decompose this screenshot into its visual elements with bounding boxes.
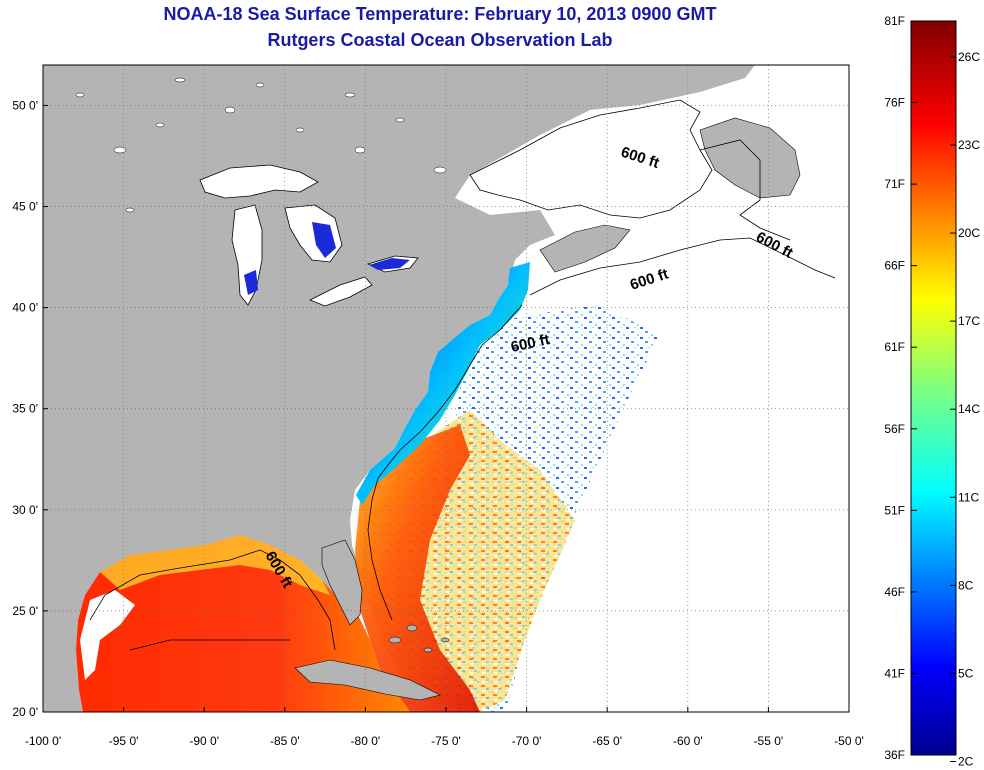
colorbar [910, 20, 957, 756]
map-title: NOAA-18 Sea Surface Temperature: Februar… [163, 4, 717, 24]
colorbar-c-label: 14C [958, 402, 980, 416]
lon-tick-label: -95 0' [109, 734, 139, 748]
lon-tick-label: -90 0' [189, 734, 219, 748]
colorbar-c-label: 20C [958, 226, 980, 240]
colorbar-c-label: 5C [958, 666, 974, 680]
lon-tick-label: -85 0' [270, 734, 300, 748]
lon-tick-label: -70 0' [512, 734, 542, 748]
lat-tick-label: 40 0' [12, 301, 38, 315]
lon-tick-label: -60 0' [673, 734, 703, 748]
colorbar-celsius-labels: 26C 23C 20C 17C 14C 11C 8C 5C 2C [950, 50, 980, 769]
land-florida [321, 539, 363, 626]
colorbar-f-label: 81F [884, 14, 905, 28]
warm-core [355, 425, 480, 712]
colorbar-c-label: 2C [958, 755, 974, 769]
colorbar-f-label: 36F [884, 748, 905, 762]
colorbar-fahrenheit-labels: 81F 76F 71F 66F 61F 56F 51F 46F 41F 36F [884, 14, 917, 762]
lat-tick-label: 30 0' [12, 503, 38, 517]
land-cuba [294, 659, 441, 701]
bahamas [388, 624, 450, 653]
lat-tick-label: 20 0' [12, 705, 38, 719]
colorbar-f-label: 51F [884, 503, 905, 517]
lat-tick-label: 45 0' [12, 200, 38, 214]
lake-huron-data [312, 222, 336, 258]
lake-superior [199, 164, 319, 199]
small-lakes [75, 77, 447, 213]
colorbar-c-label: 23C [958, 138, 980, 152]
land [43, 65, 755, 712]
lat-tick-label: 35 0' [12, 402, 38, 416]
lon-tick-label: -75 0' [431, 734, 461, 748]
lake-michigan-data [244, 270, 258, 295]
st-lawrence [469, 99, 713, 219]
lake-erie [309, 276, 373, 307]
colorbar-c-label: 8C [958, 578, 974, 592]
coastal-cold-water [356, 262, 530, 505]
lon-tick-label: -55 0' [754, 734, 784, 748]
colorbar-f-label: 56F [884, 422, 905, 436]
map-subtitle: Rutgers Coastal Ocean Observation Lab [267, 30, 613, 50]
colorbar-f-label: 41F [884, 666, 905, 680]
colorbar-f-label: 46F [884, 585, 905, 599]
depth-contours [89, 139, 836, 651]
latitude-axis: 50 0' 45 0' 40 0' 35 0' 30 0' 25 0' 20 0' [12, 98, 48, 719]
lon-tick-label: -50 0' [834, 734, 864, 748]
cloud-patch [80, 590, 135, 680]
lake-erie-data [369, 258, 410, 270]
lat-tick-label: 25 0' [12, 604, 38, 618]
map-plot-area: 600 ft 600 ft 600 ft 600 ft 600 ft [43, 65, 849, 712]
land-newfoundland [699, 117, 801, 199]
lon-tick-label: -80 0' [351, 734, 381, 748]
lat-tick-label: 50 0' [12, 98, 38, 112]
colorbar-f-label: 61F [884, 340, 905, 354]
colorbar-f-label: 76F [884, 96, 905, 110]
lon-tick-label: -65 0' [592, 734, 622, 748]
lon-tick-label: -100 0' [25, 734, 61, 748]
gulf-coastal-cool [100, 535, 330, 595]
colorbar-f-label: 66F [884, 259, 905, 273]
land-nova-scotia [539, 224, 631, 273]
colorbar-f-label: 71F [884, 177, 905, 191]
colorbar-c-label: 11C [958, 490, 979, 504]
colorbar-c-label: 26C [958, 50, 980, 64]
longitude-axis: -100 0' -95 0' -90 0' -85 0' -80 0' -75 0' -70… [25, 707, 864, 748]
colorbar-c-label: 17C [958, 314, 980, 328]
